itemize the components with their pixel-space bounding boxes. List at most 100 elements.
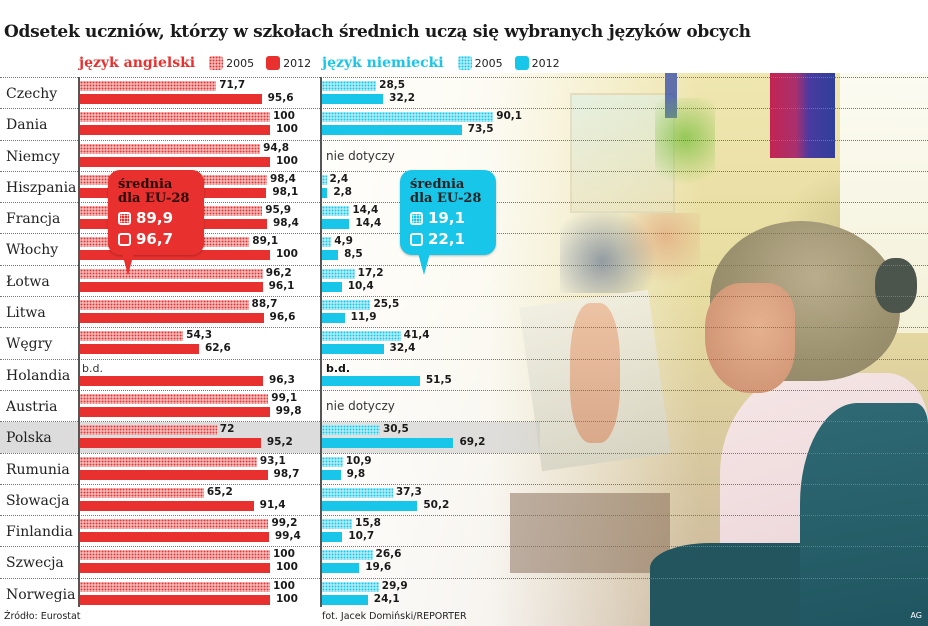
value-german-2012: 11,9 xyxy=(350,311,377,324)
bar-german-2012 xyxy=(322,563,360,574)
value-english-2012: 95,6 xyxy=(267,92,294,104)
bar-german-2012 xyxy=(322,187,328,198)
value-german-2005: 30,5 xyxy=(382,423,409,436)
table-row: Szwecja 100 100 26,6 19,6 xyxy=(0,546,928,577)
value-english-2005: 100 xyxy=(273,110,295,123)
bar-english-2012 xyxy=(80,563,270,574)
value-german-2005: 26,6 xyxy=(375,548,402,561)
source-note: Źródło: Eurostat xyxy=(4,611,81,622)
bar-german-2012 xyxy=(322,500,418,511)
value-english-2005: 99,2 xyxy=(271,517,298,530)
value-english-2012: 100 xyxy=(276,592,298,605)
country-label: Łotwa xyxy=(6,273,50,290)
bar-english-2005 xyxy=(80,112,270,123)
table-row: Austria 99,1 99,8 nie dotyczy xyxy=(0,389,928,421)
callout-heading: dla EU-28 xyxy=(118,191,190,206)
bar-english-2012 xyxy=(80,250,270,261)
bar-german-2012 xyxy=(322,94,384,104)
chart-rows: Czechy 71,7 95,6 28,5 32,2 Dania 100 100 90,1 73,… xyxy=(0,77,928,609)
country-label: Dania xyxy=(6,117,48,134)
legend-year-2012: 2012 xyxy=(283,56,312,70)
value-english-2005: 54,3 xyxy=(186,329,213,342)
table-row: Finlandia 99,2 99,4 15,8 10,7 xyxy=(0,515,928,546)
bar-german-2012 xyxy=(322,281,342,292)
bar-german-2005 xyxy=(322,550,373,561)
callout-value-2012: 96,7 xyxy=(136,230,174,248)
bar-german-2005 xyxy=(322,81,377,91)
bar-english-2005 xyxy=(80,143,261,154)
bar-german-2012 xyxy=(322,250,339,261)
bar-german-2005 xyxy=(322,456,343,467)
bar-german-2012 xyxy=(322,438,454,449)
bar-english-2005 xyxy=(80,519,269,530)
value-german-2012: 24,1 xyxy=(373,592,400,605)
value-english-2005: 65,2 xyxy=(206,485,233,498)
value-english-2012: 98,7 xyxy=(273,467,300,480)
axis-english xyxy=(78,77,80,607)
value-german-2012: 2,8 xyxy=(333,185,352,198)
table-row: Dania 100 100 90,1 73,5 xyxy=(0,108,928,139)
value-english-2012: 95,2 xyxy=(266,436,293,449)
callout-heading: dla EU-28 xyxy=(410,191,482,206)
callout-value-2012: 22,1 xyxy=(428,230,466,248)
bar-german-2005 xyxy=(322,331,401,342)
table-row: Rumunia 93,1 98,7 10,9 9,8 xyxy=(0,452,928,484)
value-english-2012: 96,1 xyxy=(268,279,295,292)
value-english-2012: 98,4 xyxy=(272,217,299,230)
axis-german xyxy=(320,77,322,607)
bar-german-2012 xyxy=(322,532,343,543)
note-german: nie dotyczy xyxy=(326,148,395,163)
country-label: Holandia xyxy=(6,367,71,384)
eu-average-callout-german: średnia dla EU-28 19,1 22,1 xyxy=(400,170,496,275)
bar-english-2012 xyxy=(80,94,262,104)
value-german-2005: 15,8 xyxy=(355,517,381,530)
eu-average-callout-english: średnia dla EU-28 89,9 96,7 xyxy=(108,170,204,275)
country-label: Rumunia xyxy=(6,461,70,478)
bar-german-2012 xyxy=(322,594,368,605)
bar-german-2012 xyxy=(322,375,420,386)
country-label: Litwa xyxy=(6,305,46,322)
author-initials: AG xyxy=(910,611,922,620)
value-german-2012: 10,7 xyxy=(348,530,375,543)
value-english-2012: 98,1 xyxy=(272,185,299,198)
value-german-2012: 8,5 xyxy=(344,248,363,261)
value-english-2012: 100 xyxy=(276,154,298,167)
pattern-square-icon xyxy=(410,211,423,225)
bar-english-2005 xyxy=(80,487,204,498)
value-german-2012: 32,2 xyxy=(389,92,416,104)
value-english-2012: 99,4 xyxy=(274,530,301,543)
note-german-2005: b.d. xyxy=(326,361,351,375)
value-german-2005: 14,4 xyxy=(352,204,379,217)
bar-english-2005 xyxy=(80,550,270,561)
bar-english-2005 xyxy=(80,425,217,436)
legend-english: język angielski 2005 2012 xyxy=(79,55,323,71)
value-german-2005: 25,5 xyxy=(373,298,400,311)
table-row: Węgry 54,3 62,6 41,4 32,4 xyxy=(0,327,928,358)
country-label: Włochy xyxy=(6,242,59,259)
value-german-2005: 90,1 xyxy=(496,110,523,123)
bar-english-2005 xyxy=(80,81,217,91)
value-english-2012: 99,8 xyxy=(275,404,302,417)
legend-year-2005: 2005 xyxy=(226,56,255,70)
value-english-2012: 100 xyxy=(276,561,298,574)
table-row: Litwa 88,7 96,6 25,5 11,9 xyxy=(0,296,928,327)
value-german-2005: 41,4 xyxy=(403,329,430,342)
bar-english-2012 xyxy=(80,344,199,355)
country-label: Szwecja xyxy=(6,555,64,572)
value-german-2012: 50,2 xyxy=(423,498,450,511)
country-label: Słowacja xyxy=(6,492,70,509)
value-english-2005: 94,8 xyxy=(263,141,290,154)
table-row: Słowacja 65,2 91,4 37,3 50,2 xyxy=(0,483,928,515)
callout-pointer xyxy=(418,253,430,275)
bar-german-2005 xyxy=(322,519,353,530)
country-label: Austria xyxy=(6,398,58,415)
bar-german-2005 xyxy=(322,268,355,279)
bar-english-2012 xyxy=(80,469,268,480)
value-german-2005: 4,9 xyxy=(334,235,353,248)
value-german-2012: 19,6 xyxy=(365,561,392,574)
country-label: Czechy xyxy=(6,86,58,102)
outline-square-icon xyxy=(118,232,131,246)
bar-english-2005 xyxy=(80,456,257,467)
value-english-2012: 91,4 xyxy=(259,498,286,511)
value-english-2005: 96,2 xyxy=(265,266,292,279)
